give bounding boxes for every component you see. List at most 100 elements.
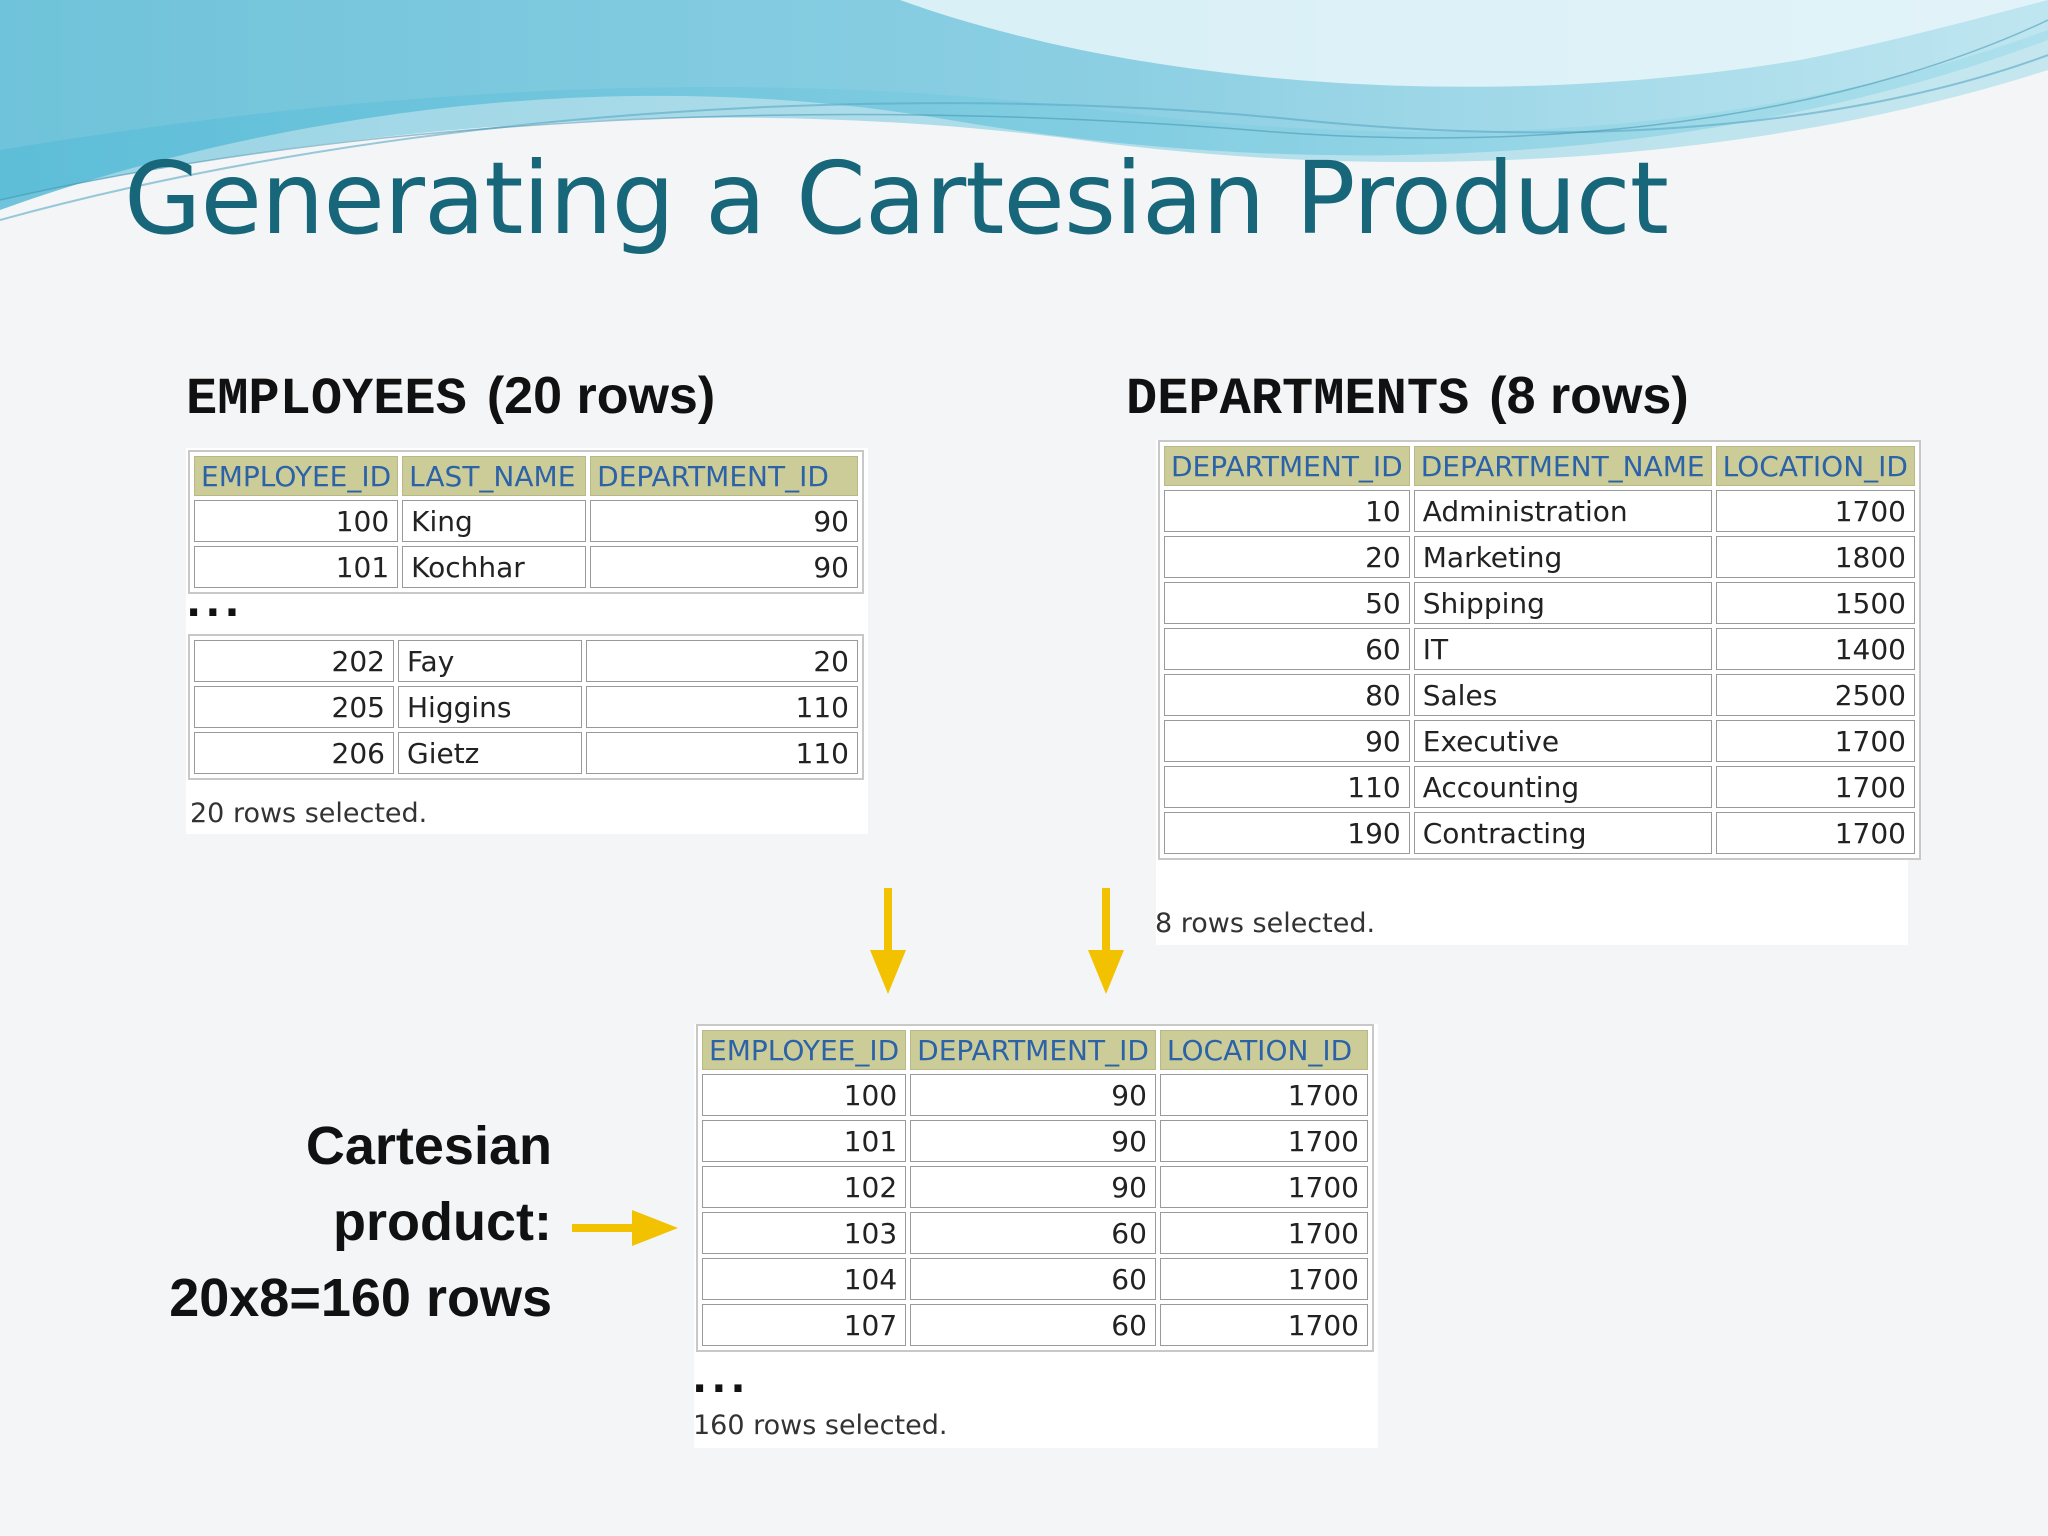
departments-table-name: DEPARTMENTS: [1126, 370, 1470, 429]
table-cell: 10: [1164, 490, 1410, 532]
slide-title: Generating a Cartesian Product: [124, 140, 1669, 257]
departments-row-note: (8 rows): [1489, 367, 1689, 425]
product-ellipsis: ...: [692, 1356, 750, 1402]
employees-table-bottom: 202 Fay 20 205 Higgins 110 206 Gietz 110: [188, 634, 864, 780]
table-row: 107 60 1700: [702, 1304, 1368, 1346]
table-cell: 101: [194, 546, 399, 588]
table-cell: 107: [702, 1304, 907, 1346]
table-cell: Marketing: [1413, 536, 1712, 578]
table-cell: 1400: [1715, 628, 1915, 670]
departments-heading: DEPARTMENTS (8 rows): [1126, 366, 1689, 429]
table-cell: 60: [910, 1304, 1156, 1346]
column-header: DEPARTMENT_ID: [1164, 446, 1410, 486]
employees-ellipsis: ...: [186, 580, 244, 626]
column-header: EMPLOYEE_ID: [194, 456, 399, 496]
table-cell: IT: [1413, 628, 1712, 670]
down-arrow-icon: [1088, 888, 1124, 994]
table-cell: 1700: [1715, 720, 1915, 762]
column-header: LAST_NAME: [402, 456, 587, 496]
table-cell: Sales: [1413, 674, 1712, 716]
table-cell: Gietz: [398, 732, 582, 774]
table-cell: 205: [194, 686, 394, 728]
table-cell: 90: [910, 1120, 1156, 1162]
table-cell: 190: [1164, 812, 1410, 854]
cartesian-label-line: 20x8=160 rows: [169, 1268, 552, 1328]
table-cell: 90: [910, 1166, 1156, 1208]
table-cell: 1700: [1715, 812, 1915, 854]
table-cell: 50: [1164, 582, 1410, 624]
table-cell: 110: [586, 686, 858, 728]
table-row: 110 Accounting 1700: [1164, 766, 1915, 808]
table-row: 20 Marketing 1800: [1164, 536, 1915, 578]
table-cell: 1700: [1159, 1212, 1368, 1254]
table-row: 101 Kochhar 90: [194, 546, 858, 588]
table-header-row: EMPLOYEE_ID LAST_NAME DEPARTMENT_ID: [194, 456, 858, 496]
table-cell: 20: [586, 640, 858, 682]
table-cell: 1500: [1715, 582, 1915, 624]
table-row: 50 Shipping 1500: [1164, 582, 1915, 624]
table-cell: King: [402, 500, 587, 542]
table-cell: 104: [702, 1258, 907, 1300]
column-header: DEPARTMENT_NAME: [1413, 446, 1712, 486]
column-header: DEPARTMENT_ID: [590, 456, 858, 496]
column-header: LOCATION_ID: [1715, 446, 1915, 486]
table-row: 90 Executive 1700: [1164, 720, 1915, 762]
table-cell: 1700: [1159, 1120, 1368, 1162]
table-cell: 1700: [1715, 490, 1915, 532]
table-cell: 80: [1164, 674, 1410, 716]
product-table: EMPLOYEE_ID DEPARTMENT_ID LOCATION_ID 10…: [696, 1024, 1374, 1352]
table-cell: Contracting: [1413, 812, 1712, 854]
table-cell: 110: [1164, 766, 1410, 808]
column-header: LOCATION_ID: [1159, 1030, 1368, 1070]
table-cell: 101: [702, 1120, 907, 1162]
cartesian-label: Cartesian product: 20x8=160 rows: [100, 1108, 552, 1336]
table-row: 206 Gietz 110: [194, 732, 858, 774]
table-cell: 1700: [1159, 1074, 1368, 1116]
employees-row-note: (20 rows): [486, 367, 716, 425]
departments-footer: 8 rows selected.: [1155, 908, 1376, 939]
table-cell: 1800: [1715, 536, 1915, 578]
table-row: 101 90 1700: [702, 1120, 1368, 1162]
table-cell: 100: [702, 1074, 907, 1116]
table-cell: 60: [910, 1212, 1156, 1254]
table-row: 10 Administration 1700: [1164, 490, 1915, 532]
table-cell: 1700: [1715, 766, 1915, 808]
table-row: 60 IT 1400: [1164, 628, 1915, 670]
table-row: 80 Sales 2500: [1164, 674, 1915, 716]
table-header-row: EMPLOYEE_ID DEPARTMENT_ID LOCATION_ID: [702, 1030, 1368, 1070]
table-row: 100 King 90: [194, 500, 858, 542]
table-cell: 1700: [1159, 1166, 1368, 1208]
table-cell: Executive: [1413, 720, 1712, 762]
table-row: 103 60 1700: [702, 1212, 1368, 1254]
product-footer: 160 rows selected.: [693, 1410, 948, 1441]
down-arrow-icon: [870, 888, 906, 994]
employees-heading: EMPLOYEES (20 rows): [186, 366, 715, 429]
right-arrow-icon: [572, 1210, 678, 1246]
table-cell: 2500: [1715, 674, 1915, 716]
table-cell: 110: [586, 732, 858, 774]
table-cell: 90: [910, 1074, 1156, 1116]
table-row: 102 90 1700: [702, 1166, 1368, 1208]
column-header: EMPLOYEE_ID: [702, 1030, 907, 1070]
table-cell: 60: [910, 1258, 1156, 1300]
column-header: DEPARTMENT_ID: [910, 1030, 1156, 1070]
table-cell: Higgins: [398, 686, 582, 728]
table-cell: Kochhar: [402, 546, 587, 588]
employees-table-top: EMPLOYEE_ID LAST_NAME DEPARTMENT_ID 100 …: [188, 450, 864, 594]
cartesian-label-line: Cartesian: [305, 1116, 552, 1176]
table-cell: Fay: [398, 640, 582, 682]
cartesian-label-line: product:: [333, 1192, 552, 1252]
table-row: 104 60 1700: [702, 1258, 1368, 1300]
table-row: 202 Fay 20: [194, 640, 858, 682]
departments-table: DEPARTMENT_ID DEPARTMENT_NAME LOCATION_I…: [1158, 440, 1921, 860]
table-cell: 102: [702, 1166, 907, 1208]
table-cell: 103: [702, 1212, 907, 1254]
table-cell: 100: [194, 500, 399, 542]
employees-table-name: EMPLOYEES: [186, 370, 467, 429]
table-row: 205 Higgins 110: [194, 686, 858, 728]
table-cell: 1700: [1159, 1258, 1368, 1300]
employees-footer: 20 rows selected.: [190, 798, 428, 829]
table-cell: 20: [1164, 536, 1410, 578]
table-row: 100 90 1700: [702, 1074, 1368, 1116]
